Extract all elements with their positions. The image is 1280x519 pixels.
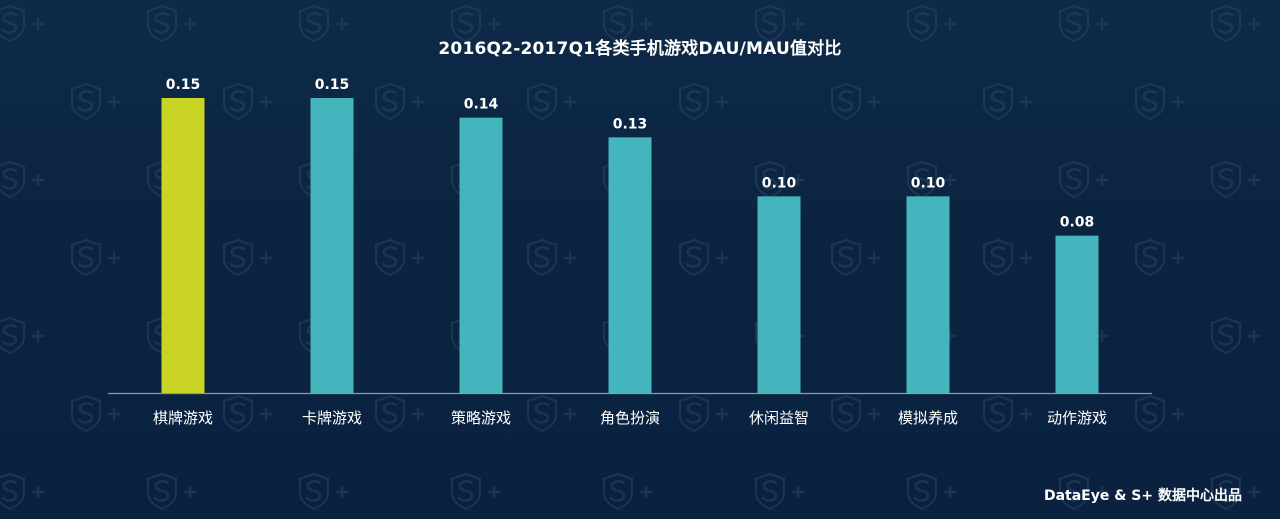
- bar-2: [310, 98, 354, 393]
- bar-3: [459, 117, 503, 394]
- data-label-7: 0.08: [1060, 215, 1095, 231]
- category-label-5: 休闲益智: [749, 409, 809, 427]
- bar-1: [161, 98, 205, 393]
- bar-4: [608, 137, 652, 393]
- category-label-4: 角色扮演: [600, 409, 660, 427]
- category-label-7: 动作游戏: [1047, 409, 1107, 427]
- data-label-6: 0.10: [911, 175, 946, 191]
- footer-credit: DataEye & S+ 数据中心出品: [1043, 488, 1242, 504]
- data-label-1: 0.15: [166, 77, 201, 93]
- category-label-1: 棋牌游戏: [153, 409, 213, 427]
- chart-title: 2016Q2-2017Q1各类手机游戏DAU/MAU值对比: [438, 39, 842, 59]
- category-label-6: 模拟养成: [898, 409, 958, 427]
- bar-6: [906, 196, 950, 393]
- bar-7: [1055, 235, 1099, 393]
- data-label-5: 0.10: [762, 175, 797, 191]
- category-label-2: 卡牌游戏: [302, 409, 362, 427]
- bar-5: [757, 196, 801, 393]
- category-label-3: 策略游戏: [451, 409, 511, 427]
- data-label-4: 0.13: [613, 116, 648, 132]
- data-label-3: 0.14: [464, 97, 499, 113]
- data-label-2: 0.15: [315, 77, 350, 93]
